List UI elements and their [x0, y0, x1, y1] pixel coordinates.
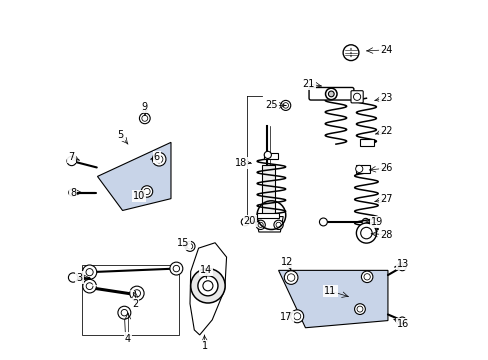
Text: 24: 24	[379, 45, 391, 55]
Circle shape	[190, 269, 224, 303]
Circle shape	[129, 286, 144, 301]
Circle shape	[198, 276, 218, 296]
Circle shape	[362, 219, 368, 226]
Circle shape	[67, 156, 76, 166]
Circle shape	[82, 279, 96, 293]
Circle shape	[173, 265, 179, 272]
Circle shape	[86, 269, 93, 276]
Text: 1: 1	[202, 341, 208, 351]
Text: 4: 4	[124, 333, 131, 343]
Circle shape	[241, 218, 249, 226]
Text: 19: 19	[370, 217, 383, 227]
Circle shape	[328, 91, 333, 97]
Text: 27: 27	[379, 194, 391, 204]
Circle shape	[284, 271, 297, 284]
Circle shape	[264, 151, 271, 158]
Circle shape	[203, 281, 212, 291]
Circle shape	[86, 283, 93, 289]
Circle shape	[356, 223, 376, 243]
Text: 8: 8	[70, 188, 76, 198]
Circle shape	[184, 241, 195, 251]
FancyBboxPatch shape	[350, 91, 363, 103]
Circle shape	[169, 262, 183, 275]
FancyBboxPatch shape	[355, 165, 369, 173]
Text: 13: 13	[396, 259, 408, 269]
Circle shape	[355, 165, 362, 172]
Text: 26: 26	[379, 163, 391, 173]
Text: 22: 22	[379, 126, 391, 135]
Text: 15: 15	[177, 238, 189, 248]
Text: 18: 18	[234, 158, 246, 168]
Circle shape	[354, 304, 365, 315]
Circle shape	[353, 93, 360, 100]
Text: 12: 12	[281, 257, 293, 267]
Circle shape	[398, 317, 405, 324]
Circle shape	[118, 306, 131, 319]
Circle shape	[361, 271, 372, 283]
Circle shape	[398, 263, 406, 271]
Text: 10: 10	[132, 191, 144, 201]
Text: 9: 9	[142, 102, 147, 112]
Polygon shape	[97, 142, 171, 211]
Circle shape	[325, 88, 336, 100]
FancyBboxPatch shape	[308, 87, 353, 100]
Circle shape	[68, 273, 78, 282]
Text: 28: 28	[379, 230, 391, 239]
Text: 16: 16	[396, 319, 408, 329]
Circle shape	[141, 186, 152, 197]
Text: 11: 11	[324, 286, 336, 296]
Text: 14: 14	[200, 265, 212, 275]
Polygon shape	[255, 217, 283, 232]
Text: 20: 20	[243, 216, 256, 226]
Circle shape	[139, 113, 150, 124]
Circle shape	[82, 265, 97, 279]
Text: 25: 25	[264, 100, 277, 111]
Text: 17: 17	[280, 312, 292, 322]
Circle shape	[152, 152, 165, 166]
Text: 21: 21	[302, 79, 314, 89]
Text: 3: 3	[76, 273, 82, 283]
Circle shape	[290, 310, 303, 323]
Circle shape	[273, 220, 283, 229]
Text: 7: 7	[68, 152, 75, 162]
Circle shape	[343, 45, 358, 60]
Circle shape	[69, 189, 76, 196]
Circle shape	[133, 290, 140, 297]
Text: 5: 5	[118, 130, 123, 140]
Polygon shape	[190, 243, 226, 335]
Text: 23: 23	[379, 93, 391, 103]
Circle shape	[121, 310, 127, 316]
Circle shape	[319, 218, 326, 226]
FancyBboxPatch shape	[263, 153, 277, 159]
Text: 6: 6	[153, 152, 160, 162]
FancyBboxPatch shape	[261, 165, 275, 217]
FancyBboxPatch shape	[359, 139, 373, 146]
Polygon shape	[278, 270, 387, 328]
Text: 2: 2	[132, 299, 138, 309]
FancyBboxPatch shape	[257, 213, 279, 218]
Circle shape	[280, 100, 290, 111]
Circle shape	[255, 220, 265, 229]
